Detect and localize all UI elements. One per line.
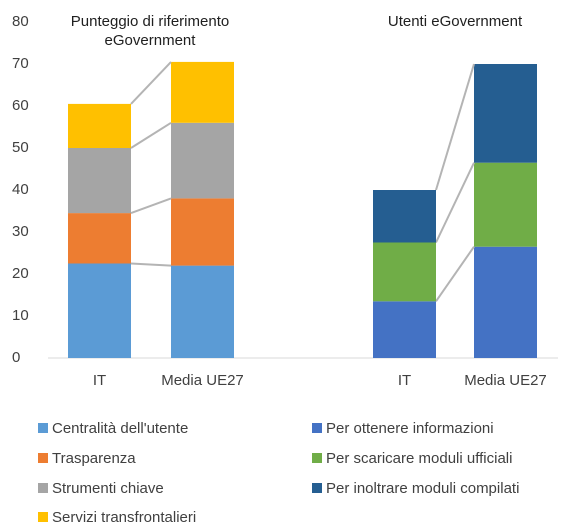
y-tick-label: 40 [12, 181, 29, 198]
legend-swatch [38, 423, 48, 433]
bar-segment [474, 246, 537, 358]
legend-label: Per scaricare moduli ufficiali [326, 450, 512, 467]
legend-label: Centralità dell'utente [52, 420, 188, 437]
bar-segment [171, 122, 234, 199]
bar-segment [373, 301, 436, 358]
legend-label: Strumenti chiave [52, 480, 164, 497]
y-tick-label: 10 [12, 307, 29, 324]
bar-segment [373, 242, 436, 302]
y-tick-label: 50 [12, 139, 29, 156]
bar-segment [68, 103, 131, 148]
legend-swatch [312, 423, 322, 433]
connector-line [435, 63, 475, 191]
y-tick-label: 20 [12, 265, 29, 282]
bar-segment [68, 148, 131, 214]
y-tick-label: 0 [12, 349, 20, 366]
legend-label: Trasparenza [52, 450, 136, 467]
bar-segment [373, 190, 436, 243]
bar-segment [171, 265, 234, 358]
y-tick-label: 80 [12, 13, 29, 30]
legend-swatch [312, 483, 322, 493]
legend-label: Servizi transfrontalieri [52, 509, 196, 523]
legend-swatch [38, 483, 48, 493]
x-tick-label: Media UE27 [161, 372, 244, 389]
connector-line [130, 121, 172, 149]
legend-swatch [38, 512, 48, 522]
bar-segment [68, 263, 131, 358]
bar-segment [68, 213, 131, 264]
bar-segment [171, 61, 234, 123]
bar-segment [474, 162, 537, 247]
connector-line [130, 262, 172, 267]
x-tick-label: IT [398, 372, 411, 389]
legend-label: Per ottenere informazioni [326, 420, 494, 437]
bar-segment [474, 64, 537, 163]
connector-line [435, 246, 475, 302]
legend-swatch [38, 453, 48, 463]
group-title: Punteggio di riferimento eGovernment [70, 13, 230, 49]
bar-segment [171, 198, 234, 266]
connector-line [435, 162, 475, 243]
y-tick-label: 60 [12, 97, 29, 114]
connector-line [130, 197, 172, 215]
group-title: Utenti eGovernment [387, 13, 523, 30]
y-tick-label: 70 [12, 55, 29, 72]
y-tick-label: 30 [12, 223, 29, 240]
legend-label: Per inoltrare moduli compilati [326, 480, 519, 497]
x-tick-label: IT [93, 372, 106, 389]
x-tick-label: Media UE27 [464, 372, 547, 389]
legend-swatch [312, 453, 322, 463]
connector-line [130, 61, 172, 105]
